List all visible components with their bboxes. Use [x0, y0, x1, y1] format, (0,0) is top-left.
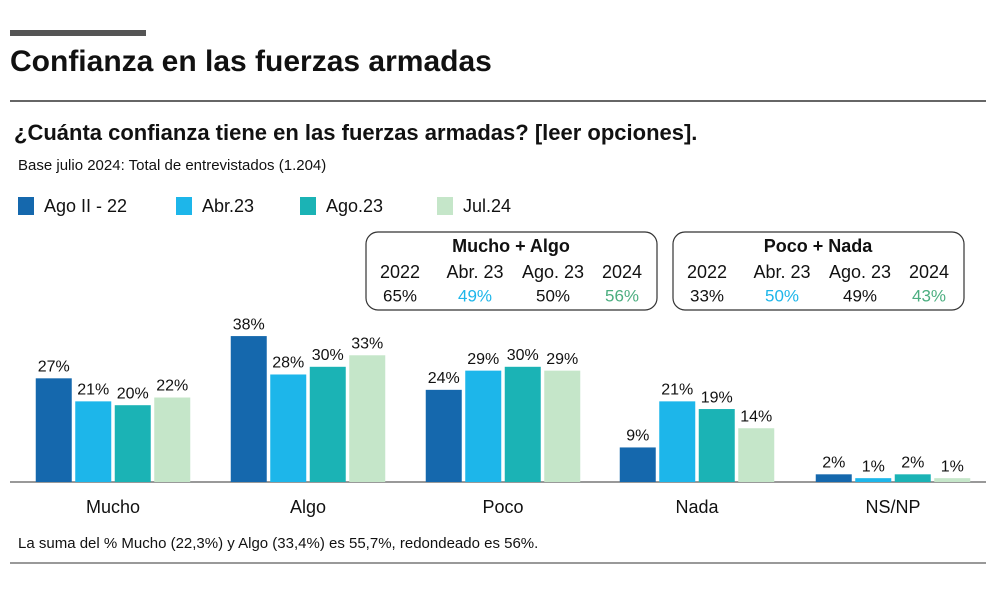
summary-value: 50% [765, 286, 799, 305]
summary-title: Poco + Nada [764, 236, 874, 256]
legend-swatch [300, 197, 316, 215]
bar [349, 355, 386, 482]
bar [465, 370, 502, 482]
value-label: 28% [272, 355, 304, 372]
bar [270, 374, 307, 482]
bar [75, 401, 112, 482]
bar [815, 474, 852, 482]
summary-column: Abr. 23 [446, 262, 503, 282]
bar [504, 366, 541, 482]
legend-label: Abr.23 [202, 196, 254, 216]
value-label: 19% [701, 389, 733, 406]
x-tick-label: Mucho [86, 497, 140, 517]
value-label: 2% [822, 455, 845, 472]
legend-label: Ago II - 22 [44, 196, 127, 216]
summary-value: 50% [536, 286, 570, 305]
bar [698, 409, 735, 482]
bar [425, 389, 462, 482]
value-label: 1% [862, 458, 885, 475]
summary-title: Mucho + Algo [452, 236, 570, 256]
summary-value: 33% [690, 286, 724, 305]
value-label: 2% [901, 455, 924, 472]
summary-column: 2024 [909, 262, 949, 282]
legend-swatch [18, 197, 34, 215]
summary-column: 2022 [687, 262, 727, 282]
value-label: 27% [38, 359, 70, 376]
bar [35, 378, 72, 482]
bar [309, 366, 346, 482]
bar [894, 474, 931, 482]
x-tick-label: Poco [482, 497, 523, 517]
summary-value: 56% [605, 286, 639, 305]
summary-value: 49% [458, 286, 492, 305]
bar [619, 447, 656, 482]
legend-label: Ago.23 [326, 196, 383, 216]
legend-swatch [437, 197, 453, 215]
summary-value: 49% [843, 286, 877, 305]
value-label: 30% [312, 347, 344, 364]
value-label: 29% [546, 351, 578, 368]
bar [934, 478, 971, 482]
legend-label: Jul.24 [463, 196, 511, 216]
title-accent [10, 30, 146, 36]
summary-value: 65% [383, 286, 417, 305]
bar [544, 370, 581, 482]
summary-column: 2024 [602, 262, 642, 282]
value-label: 21% [661, 382, 693, 399]
value-label: 9% [626, 428, 649, 445]
value-label: 1% [941, 458, 964, 475]
bar [659, 401, 696, 482]
value-label: 21% [77, 382, 109, 399]
summary-column: Ago. 23 [522, 262, 584, 282]
summary-box [365, 231, 658, 311]
bar [855, 478, 892, 482]
chart-subtitle: ¿Cuánta confianza tiene en las fuerzas a… [14, 120, 697, 145]
summary-box [672, 231, 965, 311]
summary-column: Ago. 23 [829, 262, 891, 282]
bar [738, 428, 775, 482]
bar [154, 397, 191, 482]
summary-column: Abr. 23 [753, 262, 810, 282]
x-tick-label: Algo [290, 497, 326, 517]
summary-column: 2022 [380, 262, 420, 282]
summary-value: 43% [912, 286, 946, 305]
chart-title: Confianza en las fuerzas armadas [10, 45, 492, 78]
base-note: Base julio 2024: Total de entrevistados … [18, 157, 326, 174]
x-tick-label: NS/NP [865, 497, 920, 517]
value-label: 22% [156, 378, 188, 395]
value-label: 14% [740, 408, 772, 425]
value-label: 20% [117, 385, 149, 402]
value-label: 38% [233, 316, 265, 333]
bar [230, 336, 267, 482]
footnote: La suma del % Mucho (22,3%) y Algo (33,4… [18, 535, 538, 552]
bar [114, 405, 151, 482]
value-label: 29% [467, 351, 499, 368]
x-tick-label: Nada [675, 497, 719, 517]
value-label: 30% [507, 347, 539, 364]
value-label: 33% [351, 335, 383, 352]
value-label: 24% [428, 370, 460, 387]
legend-swatch [176, 197, 192, 215]
